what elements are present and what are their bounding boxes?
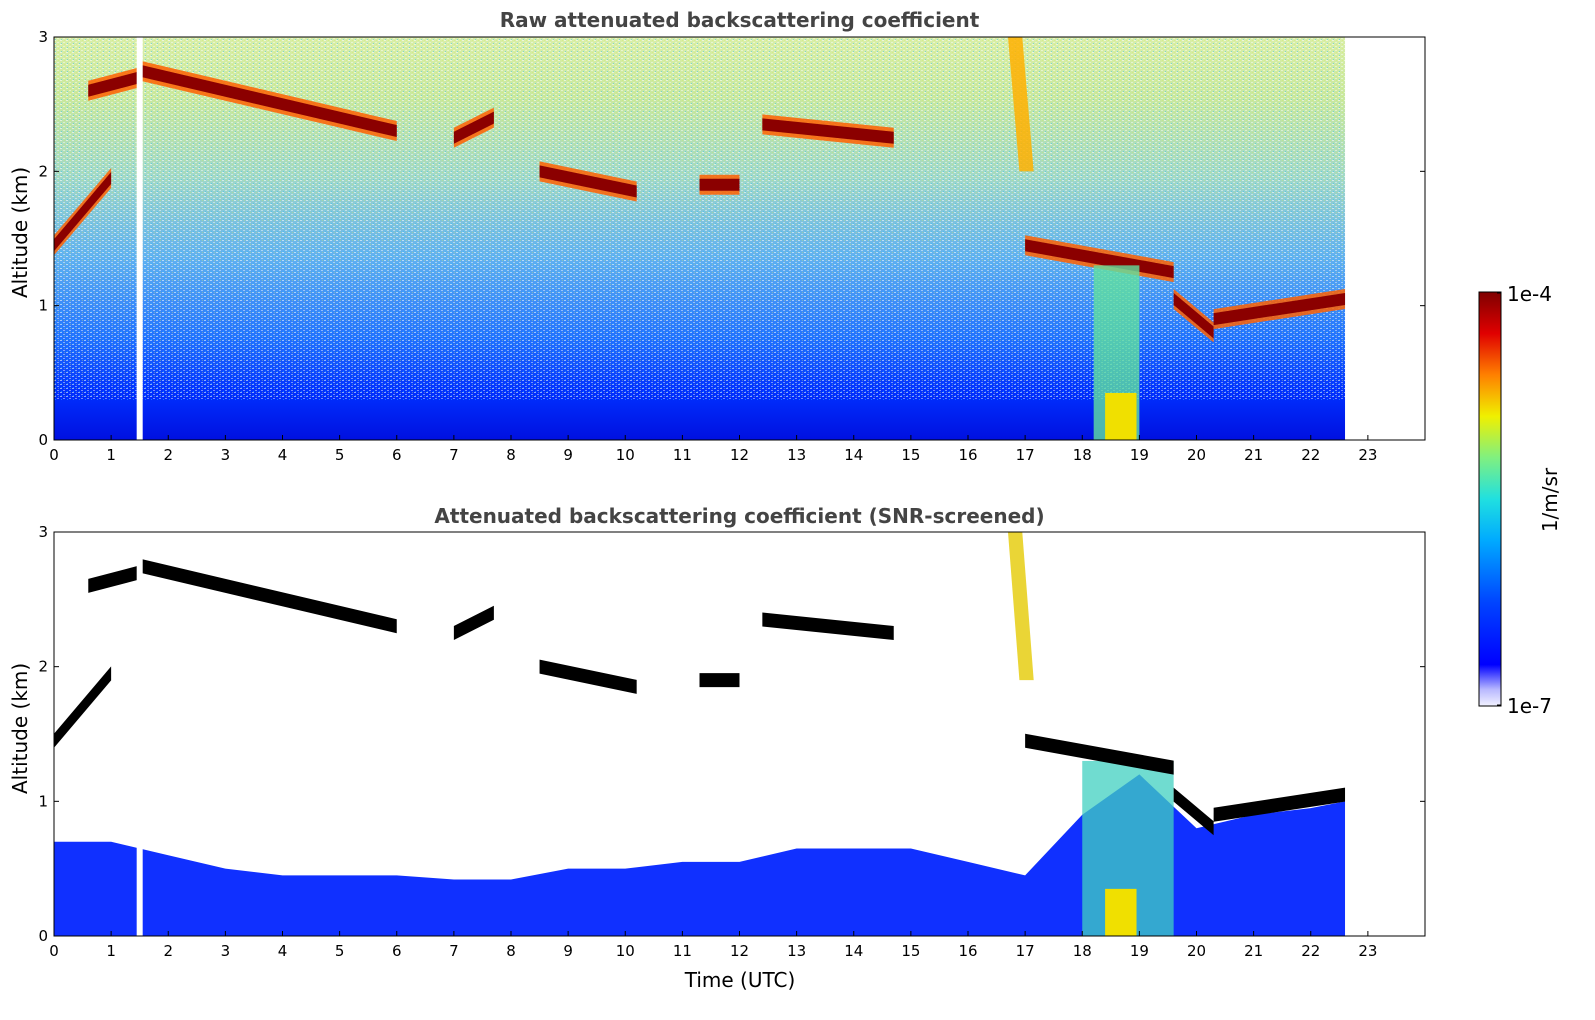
x-tick-label: 2: [163, 446, 173, 464]
x-tick-label: 7: [449, 446, 459, 464]
colorbar-max-label: 1e-4: [1507, 282, 1552, 306]
screened-boundary-layer: [54, 774, 1346, 936]
missing-data-gap: [136, 532, 143, 936]
x-tick-label: 4: [278, 942, 288, 960]
x-tick-label: 0: [49, 446, 59, 464]
x-tick-label: 16: [958, 942, 977, 960]
panel-raw: 0 1 2 3 4 5 6 7 8 9 10 11 12 13 14 15 16 17 18 19 20 21 22 2301…: [38, 28, 1426, 464]
cloud-layer: [762, 612, 894, 640]
x-tick-label: 5: [335, 942, 345, 960]
colorbar-min-label: 1e-7: [1507, 694, 1552, 718]
x-tick-label: 9: [563, 942, 573, 960]
top-panel-title: Raw attenuated backscattering coefficien…: [499, 8, 980, 32]
x-tick-label: 13: [787, 942, 806, 960]
x-tick-label: 12: [730, 446, 749, 464]
x-tick-label: 23: [1358, 446, 1377, 464]
y-tick-label: 2: [38, 162, 48, 180]
x-tick-label: 20: [1187, 446, 1206, 464]
cloud-layer: [762, 118, 894, 144]
x-tick-label: 19: [1130, 446, 1149, 464]
x-tick-label: 14: [844, 942, 863, 960]
y-tick-label: 1: [38, 297, 48, 315]
x-tick-label: 8: [506, 942, 516, 960]
precipitation-streak: [1007, 37, 1034, 172]
x-tick-label: 8: [506, 446, 516, 464]
x-tick-label: 22: [1301, 942, 1320, 960]
y-tick-label: 3: [38, 523, 48, 541]
cloud-layer: [1025, 733, 1174, 775]
y-tick-label: 1: [38, 792, 48, 810]
x-tick-label: 9: [563, 446, 573, 464]
y-tick-label: 0: [38, 927, 48, 945]
cloud-layer: [1213, 787, 1346, 822]
enhanced-column-core: [1105, 392, 1137, 440]
enhanced-column-core: [1105, 888, 1137, 936]
x-tick-label: 16: [958, 446, 977, 464]
cloud-layer: [88, 565, 140, 593]
x-tick-label: 11: [673, 446, 692, 464]
missing-data-gap: [136, 37, 143, 440]
x-tick-label: 0: [49, 942, 59, 960]
x-tick-label: 1: [106, 942, 116, 960]
cloud-layer: [1213, 292, 1346, 326]
x-tick-label: 17: [1016, 942, 1035, 960]
cloud-layer: [699, 673, 740, 688]
cloud-layer: [88, 71, 140, 97]
x-tick-label: 13: [787, 446, 806, 464]
x-tick-label: 23: [1358, 942, 1377, 960]
y-tick-label: 0: [38, 431, 48, 449]
cloud-layer: [139, 558, 397, 634]
x-tick-label: 17: [1016, 446, 1035, 464]
x-tick-label: 10: [616, 942, 635, 960]
x-tick-label: 3: [221, 942, 231, 960]
x-tick-label: 18: [1073, 446, 1092, 464]
x-tick-label: 22: [1301, 446, 1320, 464]
x-tick-label: 15: [901, 446, 920, 464]
cloud-layer: [453, 605, 494, 640]
x-tick-label: 11: [673, 942, 692, 960]
cloud-layer: [54, 666, 112, 748]
cloud-layer: [139, 64, 397, 138]
x-tick-label: 10: [616, 446, 635, 464]
bottom-panel-title: Attenuated backscattering coefficient (S…: [434, 504, 1045, 528]
cloud-layer: [699, 178, 740, 191]
panel-screened: 0 1 2 3 4 5 6 7 8 9 10 11 12 13 14 15 16 17 18 19 20 21 22 2301…: [38, 523, 1426, 960]
x-tick-label: 14: [844, 446, 863, 464]
cloud-layer: [54, 172, 112, 252]
bottom-panel-xlabel: Time (UTC): [684, 968, 796, 992]
x-tick-label: 15: [901, 942, 920, 960]
x-tick-label: 1: [106, 446, 116, 464]
cloud-layer: [539, 165, 637, 198]
x-tick-label: 21: [1244, 446, 1263, 464]
precipitation-streak: [1007, 532, 1034, 681]
x-tick-label: 4: [278, 446, 288, 464]
x-tick-label: 2: [163, 942, 173, 960]
x-tick-label: 12: [730, 942, 749, 960]
cloud-layer: [453, 111, 494, 144]
colorbar: [1478, 291, 1502, 707]
cloud-layer: [1173, 787, 1214, 836]
x-tick-label: 6: [392, 942, 402, 960]
y-tick-label: 3: [38, 28, 48, 46]
cloud-layer: [539, 659, 637, 694]
x-tick-label: 20: [1187, 942, 1206, 960]
cloud-layer: [1173, 292, 1214, 339]
x-tick-label: 5: [335, 446, 345, 464]
x-tick-label: 21: [1244, 942, 1263, 960]
x-tick-label: 18: [1073, 942, 1092, 960]
y-tick-label: 2: [38, 658, 48, 676]
x-tick-label: 19: [1130, 942, 1149, 960]
x-tick-label: 6: [392, 446, 402, 464]
x-tick-label: 7: [449, 942, 459, 960]
x-tick-label: 3: [221, 446, 231, 464]
